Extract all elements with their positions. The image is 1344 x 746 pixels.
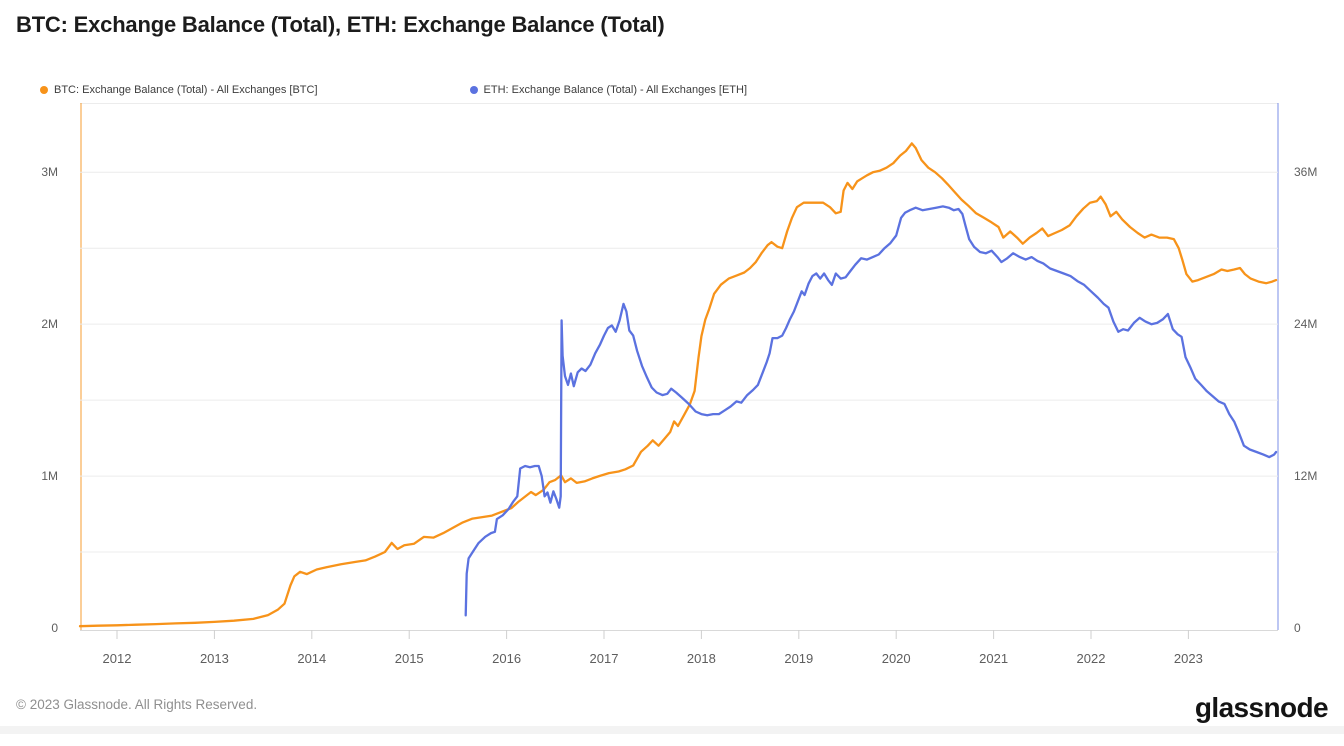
x-axis-tick-label: 2016 [492, 651, 522, 666]
page-title: BTC: Exchange Balance (Total), ETH: Exch… [16, 12, 665, 37]
y-axis-right-tick-label: 0 [1294, 621, 1301, 635]
x-axis-tick-label: 2014 [297, 651, 327, 666]
x-axis-line [80, 630, 1278, 631]
legend-label-eth: ETH: Exchange Balance (Total) - All Exch… [483, 84, 748, 96]
glassnode-logo: glassnode [1194, 692, 1329, 723]
x-axis-tick-label: 2020 [881, 651, 911, 666]
legend-item-btc[interactable]: BTC: Exchange Balance (Total) - All Exch… [40, 84, 318, 96]
x-axis-tick-label: 2015 [394, 651, 424, 666]
y-axis-left-tick-label: 1M [41, 469, 58, 484]
x-axis-tick-label: 2019 [784, 651, 814, 666]
x-axis-tick-label: 2021 [979, 651, 1009, 666]
legend-label-btc: BTC: Exchange Balance (Total) - All Exch… [54, 84, 318, 96]
y-axis-left-tick-label: 3M [41, 165, 58, 180]
plot-border-right-eth-axis [1277, 103, 1279, 630]
x-axis-tick-label: 2018 [686, 651, 716, 666]
y-axis-right-tick-label: 36M [1294, 165, 1318, 180]
legend-item-eth[interactable]: ETH: Exchange Balance (Total) - All Exch… [469, 84, 748, 96]
footer-copyright: © 2023 Glassnode. All Rights Reserved. [16, 697, 258, 712]
y-axis-left-tick-label: 0 [51, 621, 58, 635]
x-axis-tick-label: 2023 [1173, 651, 1203, 666]
btc-series-dot-icon [40, 86, 48, 94]
bottom-strip [0, 726, 1344, 734]
y-axis-left-tick-label: 2M [41, 317, 58, 332]
y-axis-right-tick-label: 12M [1294, 469, 1318, 484]
chart-legend: BTC: Exchange Balance (Total) - All Exch… [40, 82, 747, 98]
plot-area[interactable] [80, 103, 1278, 630]
x-axis-tick-label: 2012 [102, 651, 132, 666]
y-axis-right-tick-label: 24M [1294, 317, 1318, 332]
plot-border-top [80, 103, 1278, 104]
x-axis-tick-label: 2022 [1076, 651, 1106, 666]
eth-series-dot-icon [469, 86, 478, 94]
x-axis-tick-label: 2017 [589, 651, 619, 666]
x-axis-tick-label: 2013 [199, 651, 229, 666]
